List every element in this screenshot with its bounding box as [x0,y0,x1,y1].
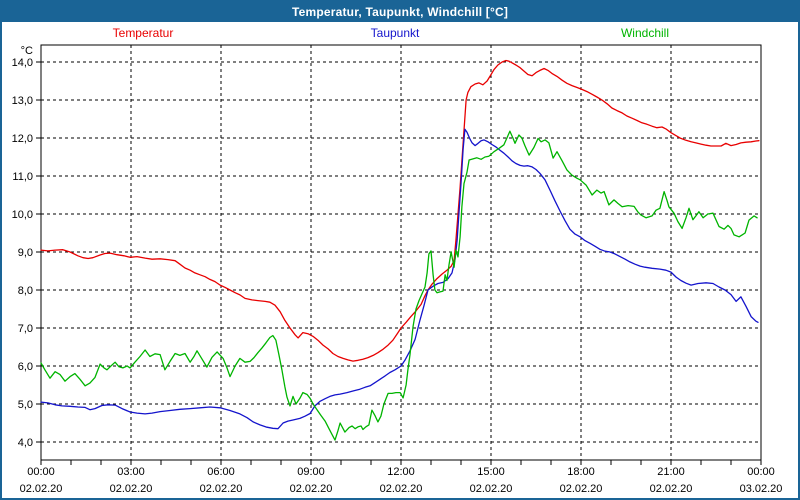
series-line-windchill [40,130,758,441]
y-tick-label: 10,0 [12,209,33,221]
x-tick-date-label: 03.02.20 [740,483,783,495]
x-tick-time-label: 00:00 [747,466,775,478]
y-tick-label: 9,0 [18,247,33,259]
y-tick-label: 6,0 [18,361,33,373]
y-tick-label: 12,0 [12,133,33,145]
series-line-taupunkt [40,128,759,430]
x-tick-date-label: 02.02.20 [470,483,513,495]
y-tick-label: 7,0 [18,323,33,335]
x-tick-time-label: 09:00 [297,466,325,478]
x-tick-date-label: 02.02.20 [200,483,243,495]
x-tick-date-label: 02.02.20 [290,483,333,495]
y-tick-label: 11,0 [12,171,33,183]
y-tick-label: 5,0 [18,399,33,411]
x-tick-time-label: 00:00 [27,466,55,478]
x-tick-date-label: 02.02.20 [20,483,63,495]
y-axis-unit-label: °C [21,45,33,57]
legend-item-taupunkt: Taupunkt [370,26,420,40]
legend-item-temperatur: Temperatur [112,26,174,40]
x-tick-time-label: 15:00 [477,466,505,478]
series-line-temperatur [40,59,760,362]
x-tick-time-label: 21:00 [657,466,685,478]
window-title: Temperatur, Taupunkt, Windchill [°C] [291,5,509,19]
x-tick-date-label: 02.02.20 [380,483,423,495]
legend-item-windchill: Windchill [620,26,669,40]
y-tick-label: 8,0 [18,285,33,297]
x-tick-time-label: 03:00 [117,466,145,478]
y-tick-label: 14,0 [12,57,33,69]
x-tick-date-label: 02.02.20 [650,483,693,495]
window-title-bar: Temperatur, Taupunkt, Windchill [°C] [2,2,798,22]
plot-border [40,44,762,461]
x-tick-time-label: 18:00 [567,466,595,478]
x-tick-time-label: 06:00 [207,466,235,478]
y-tick-label: 13,0 [12,95,33,107]
x-tick-date-label: 02.02.20 [110,483,153,495]
x-tick-date-label: 02.02.20 [560,483,603,495]
y-tick-label: 4,0 [18,437,33,449]
x-tick-time-label: 12:00 [387,466,415,478]
